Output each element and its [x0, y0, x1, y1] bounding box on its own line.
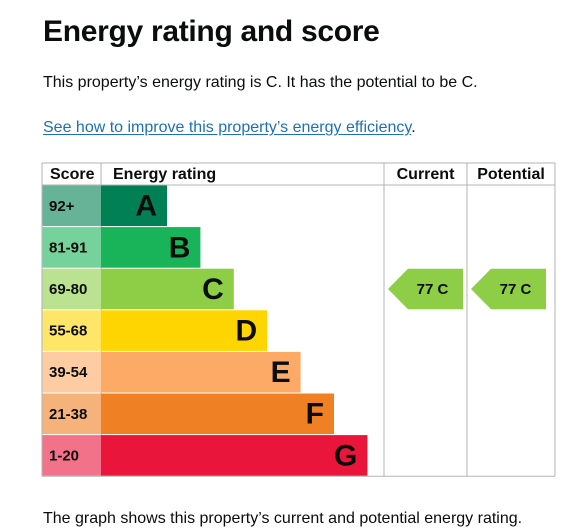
- rating-bar-d: [101, 310, 268, 351]
- rating-letter-g: G: [334, 439, 357, 472]
- header-score: Score: [50, 166, 95, 183]
- rating-letter-c: C: [202, 273, 224, 306]
- rating-bar-b: [101, 227, 201, 268]
- score-label-f: 21-38: [49, 406, 87, 423]
- current-rating-arrow: [388, 268, 463, 310]
- current-rating-arrow-label: 77 C: [417, 281, 449, 298]
- rating-bar-e: [101, 351, 301, 393]
- rating-letter-d: D: [236, 315, 258, 348]
- score-label-g: 1-20: [49, 447, 79, 464]
- potential-rating-arrow-label: 77 C: [500, 281, 532, 298]
- improve-efficiency-link[interactable]: See how to improve this property’s energ…: [43, 119, 412, 136]
- header-potential: Potential: [477, 166, 545, 183]
- rating-bar-g: [101, 435, 368, 476]
- score-label-d: 55-68: [49, 323, 87, 340]
- score-cell-a: [42, 185, 102, 227]
- score-label-c: 69-80: [49, 281, 87, 298]
- score-cell-g: [42, 435, 102, 476]
- header-current: Current: [397, 166, 455, 183]
- graph-description: The graph shows this property’s current …: [43, 510, 523, 527]
- header-energy-rating: Energy rating: [113, 166, 216, 183]
- score-cell-e: [42, 351, 102, 393]
- score-cell-b: [42, 227, 102, 268]
- rating-summary: This property’s energy rating is C. It h…: [43, 74, 478, 91]
- rating-letter-b: B: [169, 231, 191, 264]
- score-cell-f: [42, 393, 102, 435]
- score-cell-c: [42, 268, 102, 310]
- potential-rating-arrow: [471, 268, 546, 310]
- rating-bar-c: [101, 268, 234, 310]
- rating-bar-f: [101, 393, 334, 435]
- score-label-e: 39-54: [49, 364, 88, 381]
- link-full-stop: .: [411, 119, 416, 136]
- score-label-a: 92+: [49, 198, 75, 215]
- score-cell-d: [42, 310, 102, 351]
- improve-link-line: See how to improve this property’s energ…: [43, 117, 416, 139]
- rating-bar-a: [101, 185, 167, 227]
- rating-letter-f: F: [306, 398, 324, 431]
- rating-letter-e: E: [271, 356, 291, 389]
- rating-letter-a: A: [135, 190, 157, 223]
- page-title: Energy rating and score: [43, 15, 380, 48]
- score-label-b: 81-91: [49, 239, 87, 256]
